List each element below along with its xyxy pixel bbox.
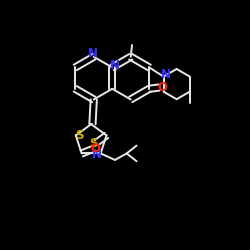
Text: N: N <box>161 68 171 81</box>
Text: S: S <box>75 129 84 142</box>
Text: N: N <box>88 47 98 60</box>
Text: O: O <box>158 81 168 94</box>
Text: O: O <box>90 142 100 155</box>
Text: N: N <box>92 148 102 161</box>
Text: S: S <box>89 138 98 150</box>
Text: N: N <box>110 59 120 72</box>
